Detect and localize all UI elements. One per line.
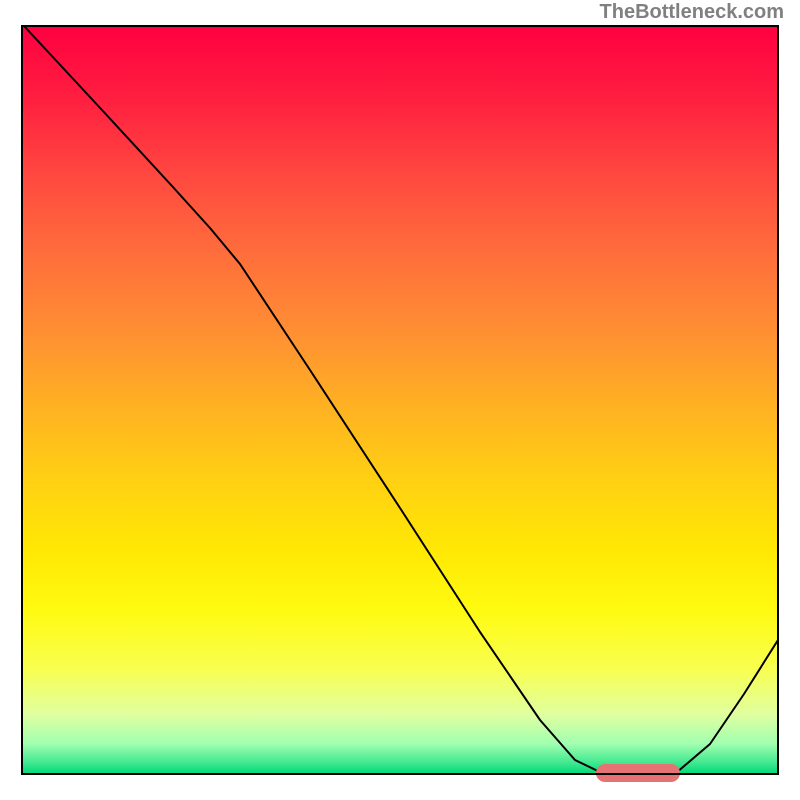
gradient-background bbox=[22, 26, 778, 774]
chart-container: TheBottleneck.com bbox=[0, 0, 800, 800]
watermark-text: TheBottleneck.com bbox=[600, 1, 784, 24]
bottleneck-chart bbox=[0, 0, 800, 800]
